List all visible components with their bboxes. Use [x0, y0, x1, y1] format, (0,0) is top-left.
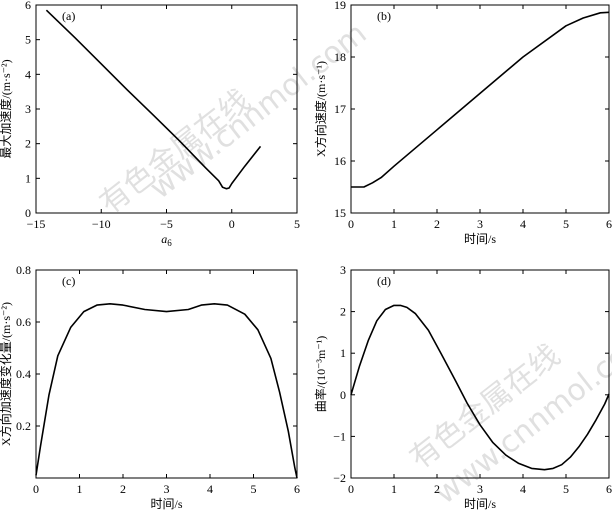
chart-panel: 0 1 2 3 4 5 6 −2 −1 0 1 2 3 (d) 时间/s 曲率/(10⁻³m⁻¹): [313, 263, 612, 511]
y-tick-label: 3: [340, 263, 346, 277]
chart-panel: 0 1 2 3 4 5 6 0.2 0.4 0.6 0.8 (c) 时间/s X方向加速度变化量/(m·s…: [0, 263, 300, 511]
y-tick-label: 0.2: [16, 419, 31, 433]
y-tick-label: 16: [334, 154, 346, 168]
x-axis-label: a6: [161, 232, 172, 248]
y-tick-label: 3: [25, 102, 31, 116]
x-tick-label: 0: [33, 482, 39, 496]
y-tick-label: 2: [340, 305, 346, 319]
panel-label: (d): [377, 274, 391, 288]
y-tick-label: 4: [25, 67, 31, 81]
y-tick-label: 0.6: [16, 315, 31, 329]
data-series-line: [350, 304, 610, 471]
x-tick-label: 6: [294, 482, 300, 496]
x-tick-label: 5: [251, 482, 257, 496]
y-tick-label: −2: [333, 471, 346, 485]
x-tick-label: 1: [391, 482, 397, 496]
x-tick-label: 0: [348, 482, 354, 496]
x-tick-label: −10: [92, 217, 111, 231]
x-tick-label: 6: [606, 217, 612, 231]
y-tick-label: 1: [340, 346, 346, 360]
y-axis-label: X方向加速度变化量/(m·s⁻²): [0, 302, 13, 446]
x-tick-label: 3: [477, 217, 483, 231]
panel-label: (b): [377, 9, 391, 23]
x-tick-label: 4: [520, 482, 526, 496]
y-tick-label: 0.4: [16, 367, 31, 381]
y-axis-label: 最大加速度/(m·s⁻²): [0, 59, 13, 158]
y-axis-label: X方向速度/(m·s⁻¹): [313, 61, 328, 157]
y-tick-label: −1: [333, 429, 346, 443]
x-axis-label: 时间/s: [464, 232, 496, 246]
y-tick-label: 18: [334, 50, 346, 64]
chart-panel: 0 1 2 3 4 5 6 15 16 17 18 19 (b) 时间/s X方向速度/(m·s⁻¹): [313, 0, 612, 246]
data-series-line: [35, 302, 298, 479]
panel-label: (a): [62, 9, 75, 23]
data-series-line: [45, 9, 262, 190]
x-tick-label: −5: [160, 217, 173, 231]
x-tick-label: 1: [391, 217, 397, 231]
y-tick-label: 1: [25, 171, 31, 185]
y-axis-label: 曲率/(10⁻³m⁻¹): [313, 336, 328, 413]
x-tick-label: 1: [77, 482, 83, 496]
x-tick-label: 4: [207, 482, 213, 496]
x-tick-label: 2: [120, 482, 126, 496]
y-tick-label: 0.8: [16, 263, 31, 277]
x-tick-label: 2: [434, 482, 440, 496]
x-tick-label: 5: [294, 217, 300, 231]
y-tick-label: 5: [25, 33, 31, 47]
x-tick-label: 4: [520, 217, 526, 231]
x-tick-label: 2: [434, 217, 440, 231]
y-tick-label: 2: [25, 137, 31, 151]
y-tick-label: 15: [334, 206, 346, 220]
y-tick-label: 6: [25, 0, 31, 12]
x-tick-label: 3: [477, 482, 483, 496]
x-tick-label: 0: [229, 217, 235, 231]
x-tick-label: 5: [563, 217, 569, 231]
x-tick-label: −15: [27, 217, 46, 231]
x-tick-label: 3: [164, 482, 170, 496]
x-axis-label: 时间/s: [150, 497, 182, 511]
panel-label: (c): [62, 274, 75, 288]
x-tick-label: 0: [348, 217, 354, 231]
y-tick-label: 0: [340, 388, 346, 402]
plot-frame: [350, 4, 610, 214]
x-tick-label: 5: [563, 482, 569, 496]
y-tick-label: 17: [334, 102, 346, 116]
x-tick-label: 6: [606, 482, 612, 496]
data-series-line: [351, 11, 610, 188]
x-axis-label: 时间/s: [464, 497, 496, 511]
chart-panel: −15 −10 −5 0 5 0 1 2 3 4 5 6 (a) a6 最大加速度/(m·s⁻²): [0, 0, 300, 248]
plot-frame: [35, 269, 298, 479]
y-tick-label: 19: [334, 0, 346, 12]
y-tick-label: 0: [25, 206, 31, 220]
